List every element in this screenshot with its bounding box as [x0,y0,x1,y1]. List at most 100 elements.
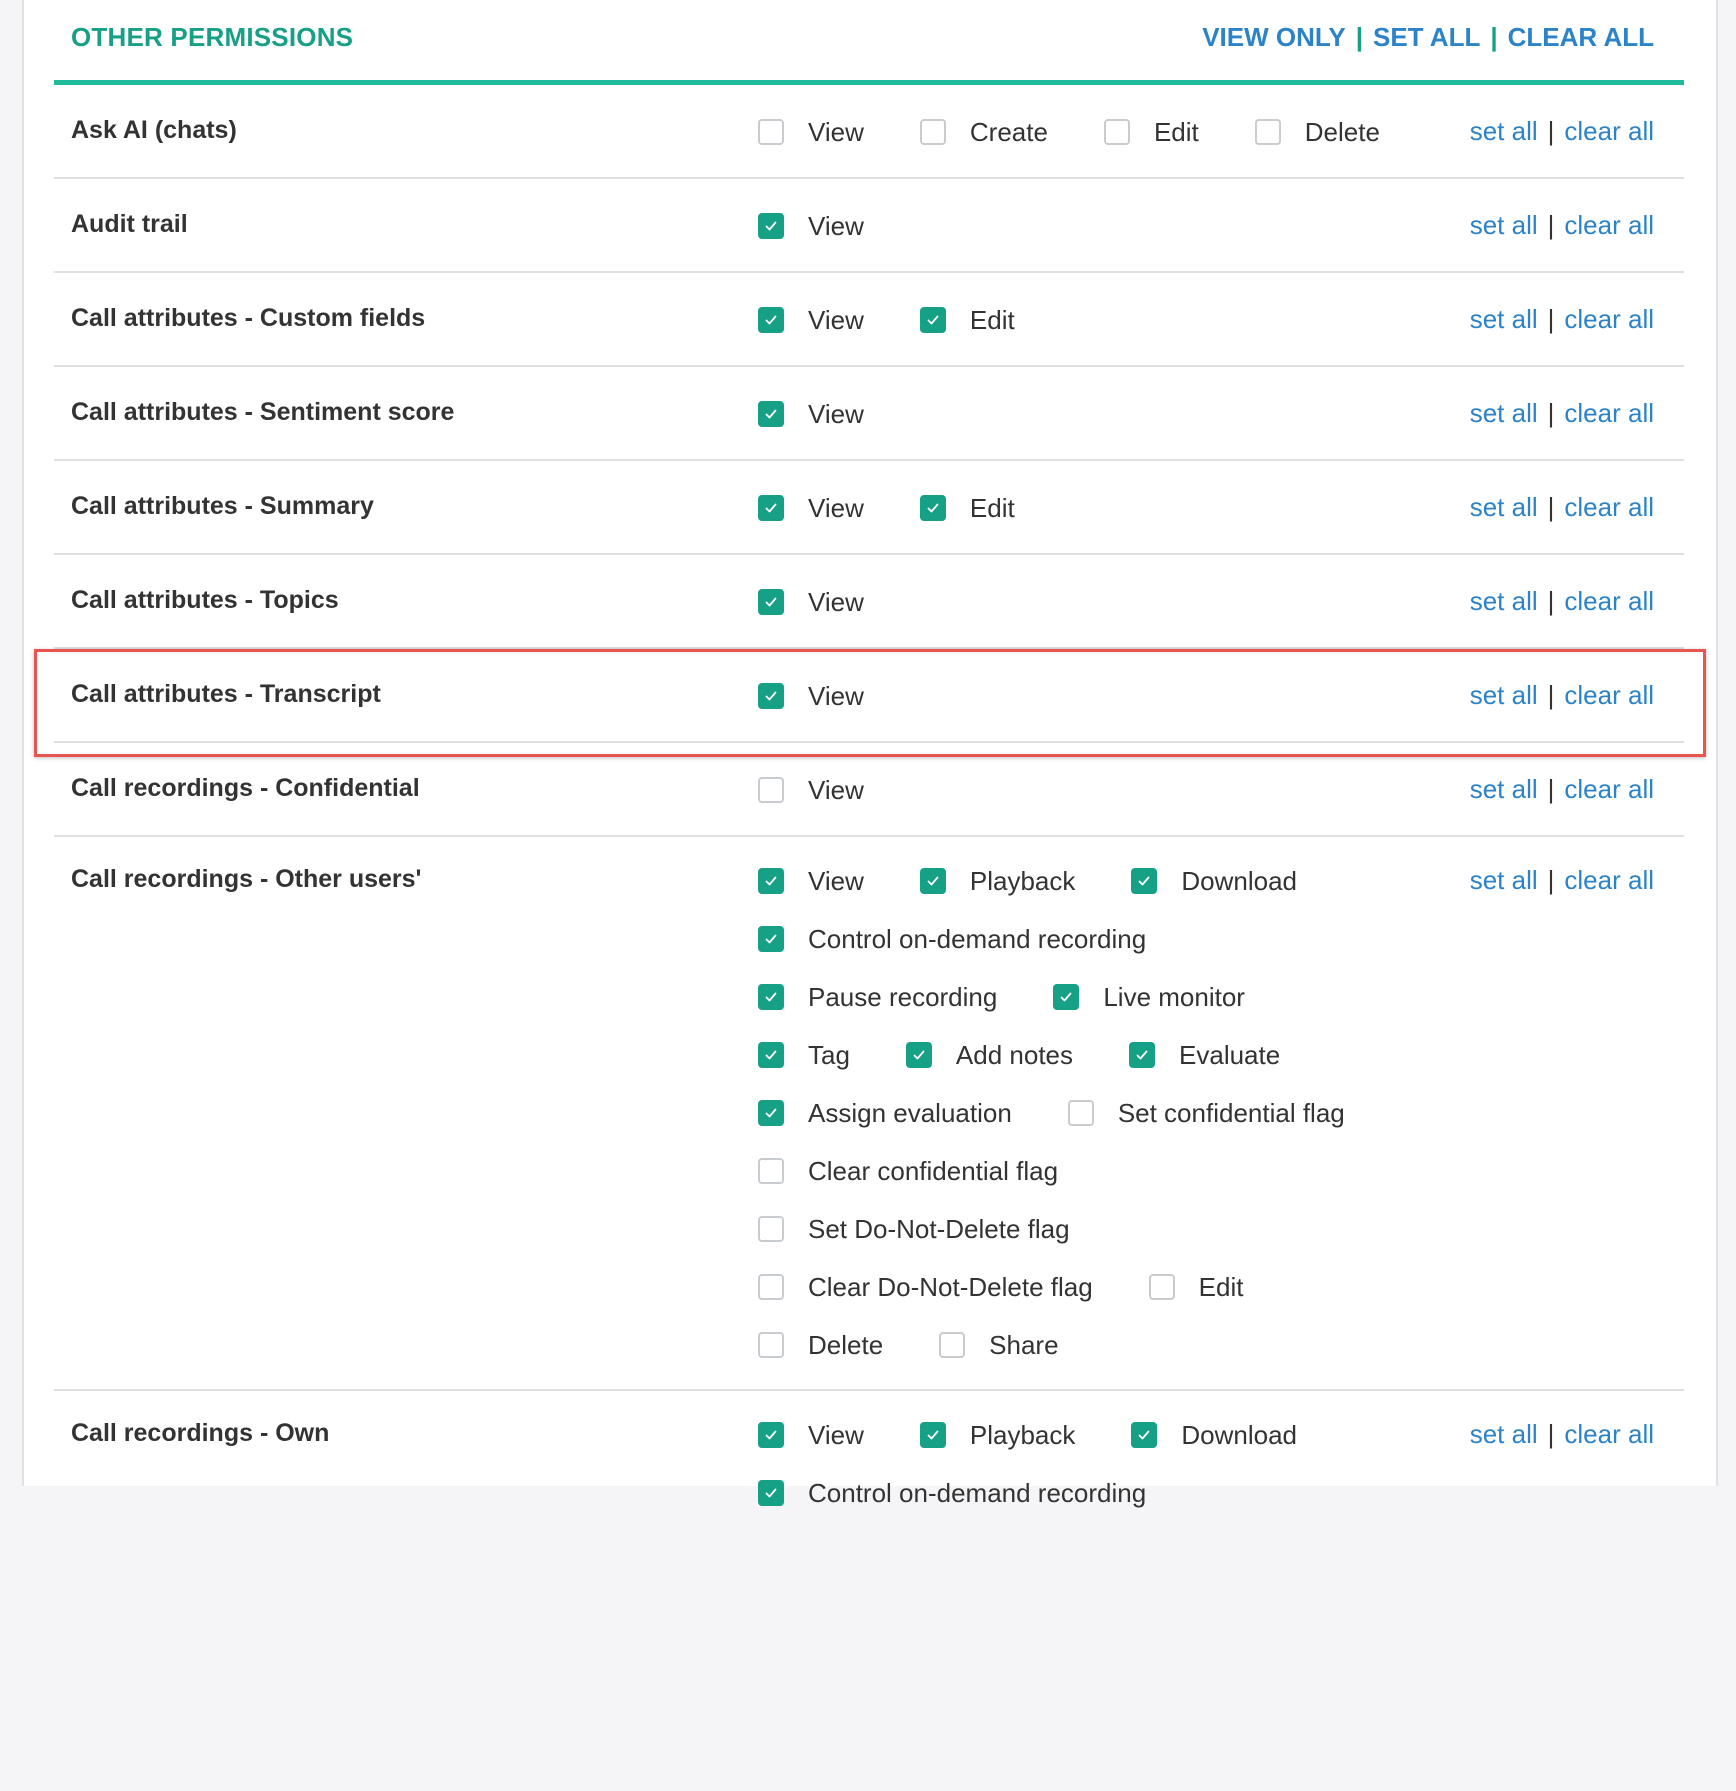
row-clear-all-link[interactable]: clear all [1564,116,1654,146]
checkbox-unchecked-icon[interactable] [758,777,784,803]
permission-option[interactable]: Add notes [905,1040,1073,1071]
row-set-all-link[interactable]: set all [1469,680,1538,710]
checkbox-checked-icon[interactable] [1131,868,1158,894]
checkbox-checked-icon[interactable] [758,1042,784,1068]
permission-option[interactable]: Pause recording [758,982,997,1013]
permission-option[interactable]: Set confidential flag [1067,1098,1345,1129]
permission-option[interactable]: Share [939,1330,1059,1361]
checkbox-checked-icon[interactable] [919,307,946,333]
checkbox-checked-icon[interactable] [758,589,784,615]
checkbox-unchecked-icon[interactable] [1148,1274,1175,1300]
option-label: Pause recording [808,981,998,1012]
permission-option[interactable]: Clear confidential flag [758,1156,1058,1187]
permission-option[interactable]: Delete [758,1330,883,1361]
checkbox-unchecked-icon[interactable] [758,1274,784,1300]
row-set-all-link[interactable]: set all [1469,398,1538,428]
checkbox-unchecked-icon[interactable] [758,1216,784,1242]
clear-all-link[interactable]: CLEAR ALL [1507,22,1654,52]
permission-option[interactable]: Delete [1254,117,1380,148]
row-clear-all-link[interactable]: clear all [1564,492,1654,522]
row-clear-all-link[interactable]: clear all [1564,304,1654,334]
permission-option[interactable]: Set Do-Not-Delete flag [758,1214,1070,1245]
row-set-all-link[interactable]: set all [1469,304,1538,334]
view-only-link[interactable]: VIEW ONLY [1202,22,1346,52]
permission-option[interactable]: Edit [919,493,1015,524]
checkbox-checked-icon[interactable] [905,1042,932,1068]
permission-row: Audit trail View set all | clear all [54,179,1684,273]
permission-option[interactable]: Live monitor [1053,982,1245,1013]
checkbox-checked-icon[interactable] [758,1480,784,1506]
permission-option[interactable]: View [758,681,864,712]
checkbox-checked-icon[interactable] [758,495,784,521]
checkbox-checked-icon[interactable] [1053,984,1080,1010]
checkbox-checked-icon[interactable] [919,868,946,894]
option-label: View [808,492,864,523]
permission-option[interactable]: View [758,211,864,242]
row-clear-all-link[interactable]: clear all [1564,586,1654,616]
checkbox-unchecked-icon[interactable] [1067,1100,1094,1126]
checkbox-checked-icon[interactable] [1129,1042,1156,1068]
checkbox-unchecked-icon[interactable] [758,1158,784,1184]
checkbox-unchecked-icon[interactable] [919,119,946,145]
checkbox-checked-icon[interactable] [919,495,946,521]
row-clear-all-link[interactable]: clear all [1564,1419,1654,1449]
options-line: Control on-demand recording [758,1464,1353,1522]
permission-option[interactable]: Tag [758,1040,850,1071]
permission-option[interactable]: Control on-demand recording [758,1478,1146,1509]
checkbox-checked-icon[interactable] [758,868,784,894]
row-set-all-link[interactable]: set all [1469,586,1538,616]
permission-option[interactable]: View [758,1420,864,1451]
row-clear-all-link[interactable]: clear all [1564,398,1654,428]
checkbox-checked-icon[interactable] [758,984,784,1010]
checkbox-checked-icon[interactable] [1131,1422,1158,1448]
row-set-all-link[interactable]: set all [1469,210,1538,240]
permission-option[interactable]: Edit [1148,1272,1243,1303]
separator: | [1490,22,1498,52]
checkbox-unchecked-icon[interactable] [1254,119,1281,145]
permission-option[interactable]: View [758,399,864,430]
row-set-all-link[interactable]: set all [1469,1419,1538,1449]
permission-option[interactable]: View [758,866,864,897]
permission-option[interactable]: Assign evaluation [758,1098,1012,1129]
permission-option[interactable]: View [758,587,864,618]
permission-option[interactable]: Playback [919,866,1075,897]
checkbox-unchecked-icon[interactable] [939,1332,966,1358]
row-set-all-link[interactable]: set all [1469,774,1538,804]
permission-option[interactable]: Download [1131,1420,1297,1451]
permission-option[interactable]: View [758,775,864,806]
checkbox-checked-icon[interactable] [758,926,784,952]
row-clear-all-link[interactable]: clear all [1564,210,1654,240]
checkbox-checked-icon[interactable] [758,401,784,427]
permission-option[interactable]: Edit [919,305,1015,336]
checkbox-checked-icon[interactable] [758,1422,784,1448]
checkbox-unchecked-icon[interactable] [758,1332,784,1358]
permission-option[interactable]: Playback [919,1420,1075,1451]
permission-name: Ask AI (chats) [71,116,237,144]
checkbox-unchecked-icon[interactable] [758,119,784,145]
row-clear-all-link[interactable]: clear all [1564,680,1654,710]
checkbox-checked-icon[interactable] [919,1422,946,1448]
row-set-all-link[interactable]: set all [1469,865,1538,895]
checkbox-unchecked-icon[interactable] [1103,119,1130,145]
row-set-all-link[interactable]: set all [1469,116,1538,146]
checkbox-checked-icon[interactable] [758,1100,784,1126]
permission-option[interactable]: View [758,117,864,148]
row-clear-all-link[interactable]: clear all [1564,865,1654,895]
permission-option[interactable]: View [758,305,864,336]
checkbox-checked-icon[interactable] [758,683,784,709]
permission-option[interactable]: Download [1131,866,1297,897]
permission-name: Call attributes - Summary [71,492,374,520]
checkbox-checked-icon[interactable] [758,307,784,333]
set-all-link[interactable]: SET ALL [1372,22,1481,52]
permission-option[interactable]: Evaluate [1129,1040,1280,1071]
permission-option[interactable]: Create [919,117,1048,148]
row-links: set all | clear all [1470,774,1654,805]
row-set-all-link[interactable]: set all [1469,492,1538,522]
row-clear-all-link[interactable]: clear all [1564,774,1654,804]
section-actions: VIEW ONLY | SET ALL | CLEAR ALL [1202,22,1654,53]
permission-option[interactable]: Clear Do-Not-Delete flag [758,1272,1093,1303]
permission-option[interactable]: View [758,493,864,524]
checkbox-checked-icon[interactable] [758,213,784,239]
permission-option[interactable]: Control on-demand recording [758,924,1146,955]
permission-option[interactable]: Edit [1103,117,1199,148]
